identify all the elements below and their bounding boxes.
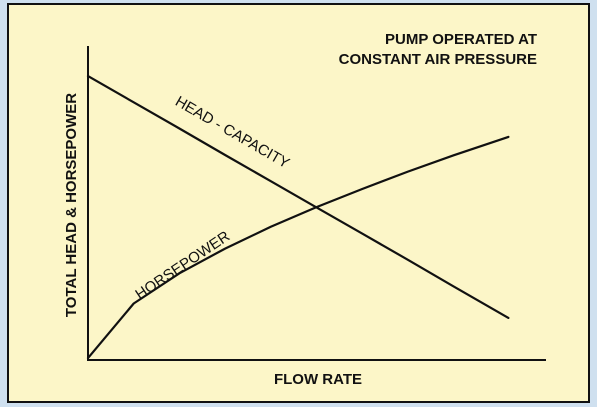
series-line — [86, 135, 510, 360]
annotation: CONSTANT AIR PRESSURE — [339, 51, 537, 68]
panel — [7, 3, 590, 403]
y-axis-label: TOTAL HEAD & HORSEPOWER — [63, 93, 80, 317]
series-line — [86, 75, 510, 319]
annotation: PUMP OPERATED AT — [385, 31, 537, 48]
x-axis-label: FLOW RATE — [274, 371, 362, 388]
